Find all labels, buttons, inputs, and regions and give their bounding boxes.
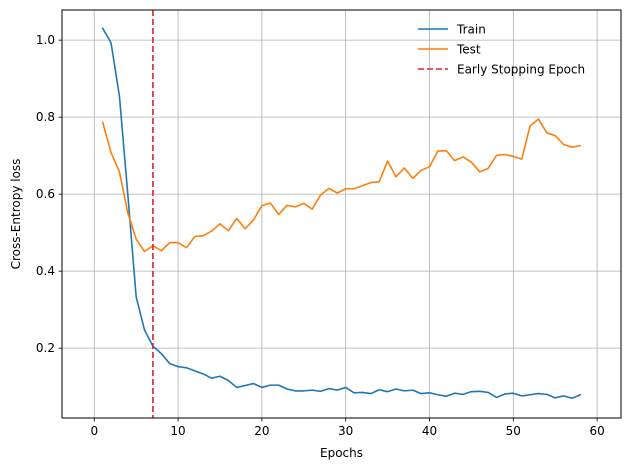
axes-frame: [61, 9, 622, 419]
x-tick-label: 60: [589, 424, 604, 438]
series-line-test: [101, 118, 582, 253]
legend-label-test: Test: [456, 43, 481, 57]
x-tick-label: 10: [170, 424, 185, 438]
y-tick-label: 0.6: [36, 187, 55, 201]
x-tick-label: 20: [254, 424, 269, 438]
ticks: 0 10 20 30 40 50 60 0.2 0.4 0.6 0.8 1.0: [36, 33, 605, 438]
x-tick-label: 0: [90, 424, 98, 438]
series-line-train: [101, 27, 582, 400]
legend: Train Test Early Stopping Epoch: [418, 23, 585, 77]
series-layer: [101, 10, 582, 418]
y-axis-label: Cross-Entropy loss: [9, 159, 23, 270]
x-tick-label: 30: [338, 424, 353, 438]
y-tick-label: 0.4: [36, 264, 55, 278]
x-axis-label: Epochs: [320, 446, 363, 460]
grid: [62, 10, 621, 418]
x-tick-label: 50: [506, 424, 521, 438]
y-tick-label: 1.0: [36, 33, 55, 47]
legend-label-train: Train: [456, 23, 486, 37]
legend-label-early-stopping: Early Stopping Epoch: [457, 63, 585, 77]
x-tick-label: 40: [422, 424, 437, 438]
y-tick-label: 0.8: [36, 110, 55, 124]
y-tick-label: 0.2: [36, 341, 55, 355]
